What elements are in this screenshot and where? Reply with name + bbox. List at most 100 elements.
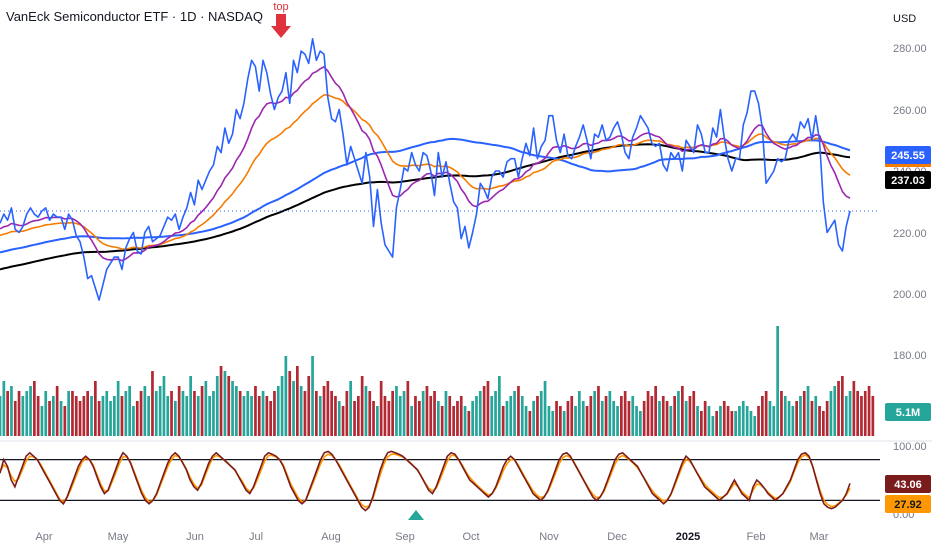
volume-bar <box>501 406 505 436</box>
volume-bar <box>170 391 173 436</box>
volume-bar <box>154 391 158 436</box>
volume-bar <box>837 381 840 436</box>
volume-bar <box>566 401 570 436</box>
y-tick-label: 280.00 <box>893 43 927 55</box>
volume-bar <box>421 391 425 436</box>
stoch-k-tag-bg <box>885 475 931 493</box>
volume-bar <box>787 401 791 436</box>
volume-bar <box>604 396 608 436</box>
currency-label: USD <box>893 13 916 25</box>
volume-bar <box>189 376 192 436</box>
volume-bar <box>48 401 51 436</box>
volume-bar <box>703 401 707 436</box>
volume-bar <box>124 391 128 436</box>
volume-bar <box>208 396 211 436</box>
volume-bar <box>151 371 154 436</box>
volume-bar <box>231 381 234 436</box>
volume-bar <box>669 406 673 436</box>
volume-bar <box>475 396 478 436</box>
volume-bar <box>513 391 516 436</box>
signal-markers: top <box>271 1 424 520</box>
volume-bar <box>250 396 253 436</box>
volume-bar <box>593 391 596 436</box>
volume-bar <box>562 411 566 436</box>
volume-bar <box>494 391 497 436</box>
volume-bar <box>204 381 208 436</box>
volume-bar <box>391 391 394 436</box>
volume-bar <box>345 391 349 436</box>
volume-bar <box>10 386 13 436</box>
volume-tag: 5.1M <box>896 407 920 419</box>
volume-bar <box>452 406 455 436</box>
volume-bar <box>318 396 322 436</box>
volume-bar <box>722 401 726 436</box>
volume-bar <box>71 391 74 436</box>
volume-bar <box>608 391 612 436</box>
volume-bar <box>597 386 600 436</box>
volume-bar <box>539 391 543 436</box>
volume-bar <box>25 391 29 436</box>
volume-bar <box>128 386 131 436</box>
volume-bar <box>433 391 436 436</box>
x-tick-label: Apr <box>35 531 52 543</box>
volume-bar <box>844 396 848 436</box>
ma-black-line <box>0 143 851 271</box>
volume-bar <box>833 386 837 436</box>
ma-blue-line <box>0 137 851 254</box>
volume-bar <box>860 396 863 436</box>
stoch-k-line <box>0 450 851 512</box>
volume-bar <box>311 356 314 436</box>
x-tick-label: Aug <box>321 531 341 543</box>
volume-bar <box>841 376 844 436</box>
volume-bar <box>578 391 581 436</box>
volume-bar <box>654 386 657 436</box>
volume-bar <box>543 381 547 436</box>
volume-bar <box>463 406 467 436</box>
volume-bar <box>235 386 238 436</box>
volume-bar <box>490 396 494 436</box>
stoch-d-tag-bg <box>885 495 931 513</box>
x-tick-label: Oct <box>462 531 479 543</box>
volume-bar <box>402 391 406 436</box>
volume-bar <box>353 401 356 436</box>
stochastic-panel <box>0 450 880 512</box>
volume-bar <box>414 396 417 436</box>
volume-bar <box>94 381 97 436</box>
volume-bar <box>90 396 93 436</box>
volume-bar <box>292 381 295 436</box>
volume-bar <box>296 366 299 436</box>
volume-bar <box>856 391 859 436</box>
volume-bar <box>863 391 867 436</box>
volume-bar <box>753 416 757 436</box>
volume-bar <box>429 396 433 436</box>
volume-bar <box>215 376 219 436</box>
volume-bar <box>741 401 745 436</box>
volume-bar <box>116 381 120 436</box>
volume-bar <box>570 396 574 436</box>
volume-bar <box>254 386 257 436</box>
volume-bar <box>212 391 215 436</box>
volume-bar <box>688 396 692 436</box>
price-line <box>0 38 851 301</box>
volume-bar <box>738 406 741 436</box>
y-tick-label: 180.00 <box>893 350 927 362</box>
volume-bar <box>200 386 204 436</box>
volume-bar <box>288 371 292 436</box>
volume-bar <box>425 386 429 436</box>
volume-bar <box>2 381 6 436</box>
volume-bar <box>585 406 589 436</box>
volume-bar <box>871 396 875 436</box>
volume-bar <box>36 396 40 436</box>
volume-bar <box>261 391 265 436</box>
volume-bar <box>181 391 185 436</box>
volume-bar <box>120 396 124 436</box>
volume-bar <box>783 396 787 436</box>
volume-bar <box>646 391 650 436</box>
volume-bar <box>802 391 806 436</box>
volume-bar <box>0 396 2 436</box>
volume-bar <box>559 406 562 436</box>
volume-bar <box>471 401 474 436</box>
volume-bar <box>684 401 688 436</box>
volume-bar <box>692 391 696 436</box>
